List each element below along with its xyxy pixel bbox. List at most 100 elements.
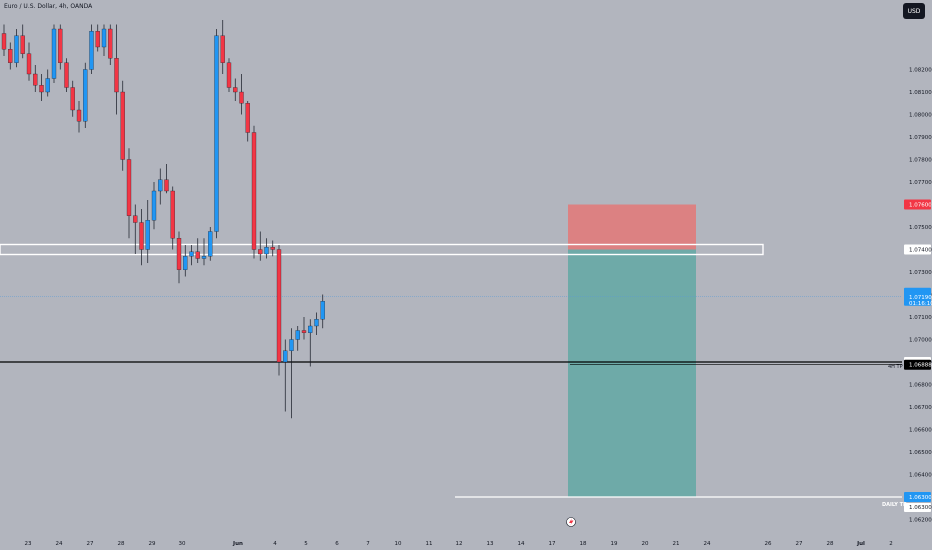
resistance-zone-box [0,243,764,256]
candle-body [76,109,82,122]
y-tick-label: 1.07700 [909,180,932,186]
candle-body [201,256,207,259]
candle-body [245,103,250,133]
candle-body [20,35,25,54]
candle-body [45,78,50,93]
y-tick-label: 1.06400 [909,473,932,479]
tp-daily-alt-tag: 1.06300 [909,505,932,511]
candle-body [151,190,157,221]
x-tick-label: 24 [704,541,711,547]
tp-daily-price-tag-bg [904,492,931,502]
x-tick-label: 23 [25,541,32,547]
candle-body [283,350,288,363]
candle-body [1,33,7,50]
x-tick-label: 20 [642,541,649,547]
price-axis-background [902,0,932,550]
x-tick-label: 17 [549,541,556,547]
candle-body [145,220,150,250]
candle-body [8,49,13,63]
candle-body [239,91,244,104]
candle-body [14,35,19,63]
x-tick-label: 13 [487,541,494,547]
candle-body [158,179,163,192]
y-tick-label: 1.07100 [909,315,932,321]
x-tick-label: 28 [827,541,834,547]
candle-body [89,31,94,70]
plot-background [0,0,902,550]
candle-body [289,339,294,351]
symbol-info: Euro / U.S. Dollar, 4h, OANDA [4,3,93,10]
x-tick-label: Jun [232,541,243,547]
candle-body [295,330,300,340]
stop-price-tag: 1.07600 [909,203,932,209]
y-tick-label: 1.08200 [909,68,932,74]
candle-body [214,35,219,232]
take-profit-zone [568,249,696,497]
y-tick-label: 1.06600 [909,428,932,434]
entry-price-tag-bg [904,244,931,255]
x-tick-label: 21 [673,541,680,547]
candle-body [258,249,263,255]
candle-body [314,319,319,327]
x-tick-label: 26 [765,541,772,547]
stop-price-tag-bg [904,199,931,210]
candle-body [170,190,175,239]
candle-body [301,330,307,333]
x-tick-label: 4 [273,541,277,547]
tp-daily-price-tag: 1.06300 [909,495,932,501]
candle-body [114,58,119,93]
stop-loss-zone [568,204,696,250]
candle-body [195,251,200,259]
candle-body [139,222,144,250]
candle-body [108,28,113,59]
candle-body [164,179,169,192]
x-tick-label: 19 [611,541,618,547]
candle-body [101,28,107,48]
candle-body [64,62,69,88]
tp-daily-alt-bg [904,503,931,512]
x-tick-label: 2 [889,541,893,547]
y-tick-label: 1.07300 [909,270,932,276]
y-tick-label: 1.06500 [909,450,932,456]
replay-bolt-icon [569,518,574,526]
y-tick-label: 1.07900 [909,135,932,141]
candle-body [26,53,32,75]
candle-body [133,215,138,223]
candle-body [226,62,232,88]
candle-body [251,132,257,250]
y-tick-label: 1.08000 [909,113,932,119]
candle-body [58,28,63,63]
candle-body [126,159,132,216]
candle-body [120,91,125,160]
candle-body [95,31,100,48]
x-tick-label: 27 [87,541,94,547]
candle-body [320,301,325,320]
x-tick-label: 28 [118,541,125,547]
x-tick-label: 10 [395,541,402,547]
y-tick-label: 1.06200 [909,518,932,524]
x-tick-label: 24 [56,541,63,547]
current-price-tag: 1.07190 [909,295,932,301]
x-tick-label: 18 [580,541,587,547]
tp-4h-price-tag-bg [904,359,931,370]
candle-body [308,325,313,333]
x-tick-label: Jul [856,541,865,547]
x-tick-label: 6 [335,541,339,547]
candle-body [83,69,88,122]
x-tick-label: 27 [796,541,803,547]
candle-body [33,73,38,86]
candle-body [39,85,44,93]
candle-body [208,231,213,257]
countdown-timer: 01:16:10 [909,301,932,307]
currency-button[interactable]: USD [903,3,925,19]
y-tick-label: 1.07500 [909,225,932,231]
tp-4h-label: 4H TP [888,364,903,370]
candle-body [70,87,75,111]
candle-body [276,249,282,363]
candle-body [233,87,238,93]
y-tick-label: 1.06800 [909,383,932,389]
y-tick-label: 1.07800 [909,158,932,164]
tp-daily-label: DAILY TP [882,502,907,508]
